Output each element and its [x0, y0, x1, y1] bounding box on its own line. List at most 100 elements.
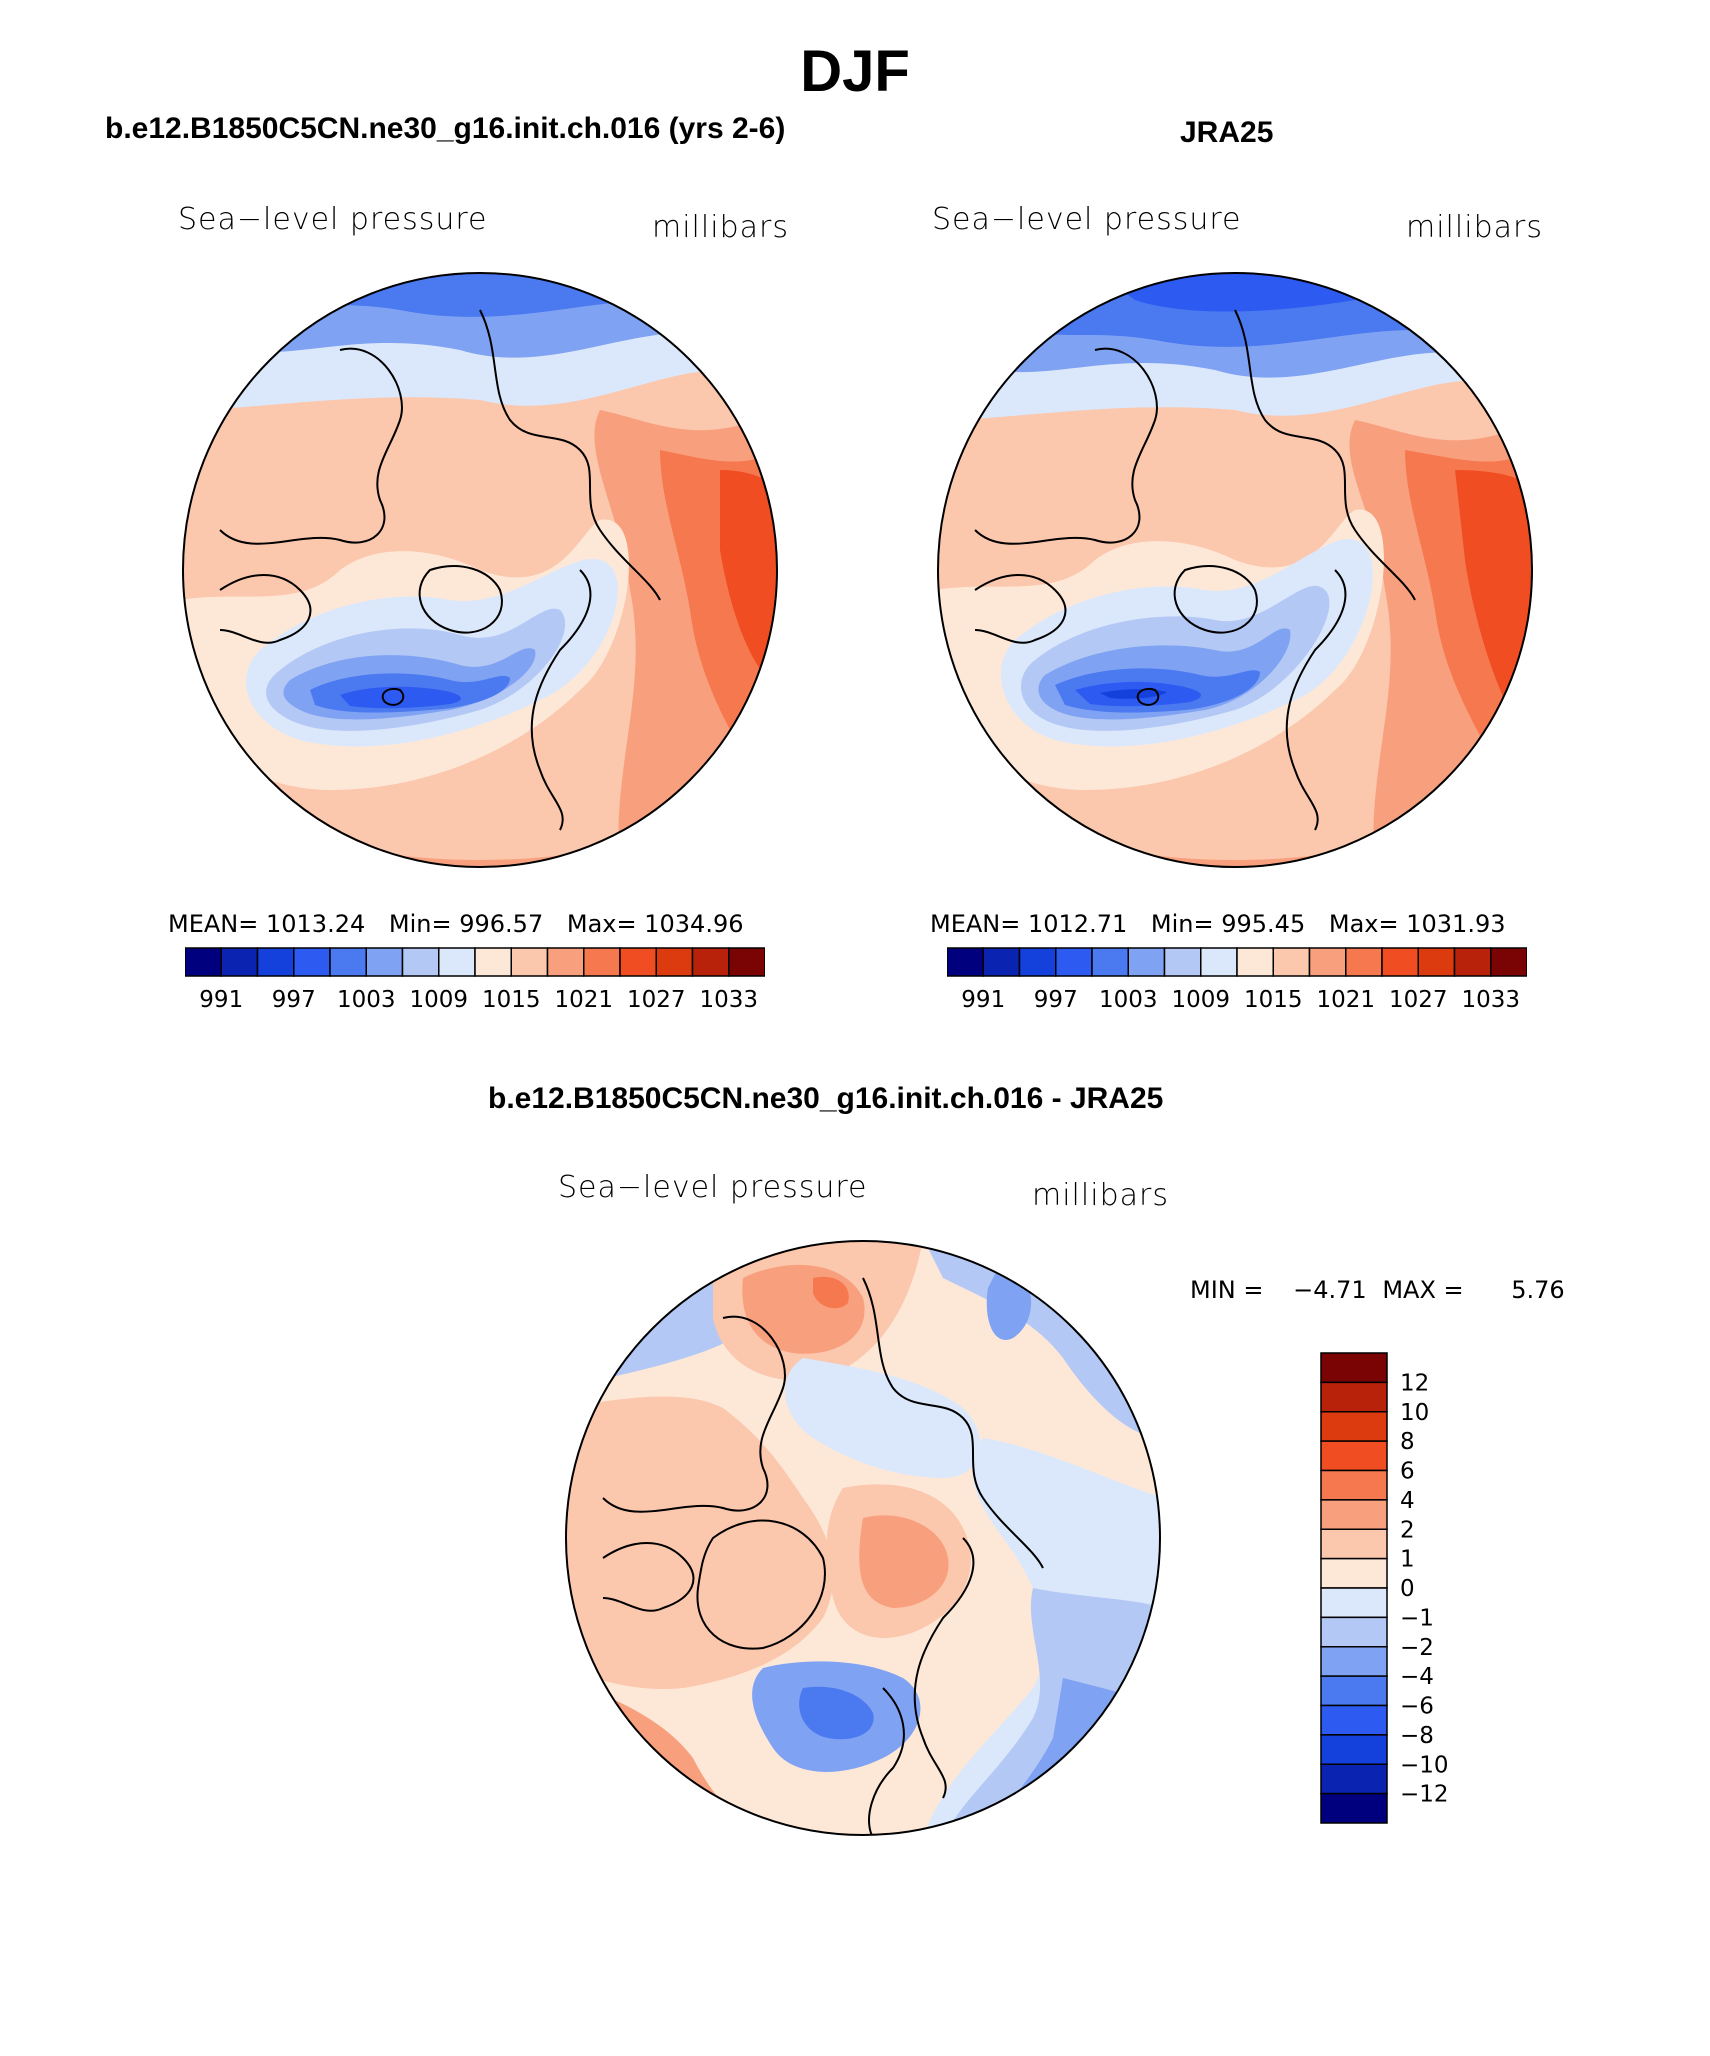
colorbar-tick-label: 1033 — [699, 987, 758, 1013]
panel1-title: b.e12.B1850C5CN.ne30_g16.init.ch.016 (yr… — [105, 112, 786, 145]
map3-eurasia-positive-core — [859, 1515, 949, 1608]
colorbar-box-4 — [1320, 1469, 1388, 1501]
colorbar-tick-label: 1009 — [1171, 987, 1230, 1013]
colorbar-tick-label: 6 — [1400, 1459, 1415, 1485]
map1-coastlines — [219, 309, 661, 831]
colorbar-tick-label: 1009 — [409, 987, 468, 1013]
colorbar-tick-label: 1015 — [482, 987, 541, 1013]
colorbar-box-1 — [220, 947, 259, 977]
difference-polar-map — [565, 1240, 1161, 1836]
map1-siberian-high-core — [720, 470, 777, 690]
colorbar-tick-label: 1033 — [1461, 987, 1520, 1013]
map3-greenland-positive — [566, 1396, 834, 1689]
map1-border-circle — [182, 272, 778, 868]
difference-title: b.e12.B1850C5CN.ne30_g16.init.ch.016 - J… — [488, 1082, 1164, 1115]
colorbar-box-10 — [1320, 1646, 1388, 1677]
colorbar-tick-label: 10 — [1400, 1400, 1429, 1426]
map2-icelandic-low-core — [1100, 689, 1167, 699]
colorbar-box-2 — [256, 947, 295, 977]
colorbar-box-14 — [1320, 1763, 1388, 1795]
colorbar-tick-label: 12 — [1400, 1370, 1429, 1396]
colorbar-box-3 — [1055, 947, 1093, 977]
colorbar-box-6 — [401, 947, 440, 977]
colorbar-box-10 — [546, 947, 585, 977]
colorbar-tick-label: 991 — [961, 987, 1005, 1013]
panel2-min-label: Min= — [1150, 910, 1214, 938]
colorbar-tick-label: 1021 — [554, 987, 613, 1013]
colorbar-box-14 — [691, 947, 730, 977]
colorbar-box-15 — [1490, 947, 1527, 977]
map2-border-circle — [937, 272, 1533, 868]
colorbar-box-11 — [1345, 947, 1383, 977]
map2-coastlines — [974, 309, 1416, 831]
difference-min-value: −4.71 — [1293, 1276, 1367, 1304]
colorbar-tick-label: −1 — [1400, 1605, 1434, 1631]
panel2-colorbar: 991 997 1003 1009 1015 1021 1027 1033 — [947, 947, 1527, 1013]
panel2-title: JRA25 — [1180, 116, 1274, 149]
colorbar-tick-label: 2 — [1400, 1517, 1415, 1543]
colorbar-box-1 — [982, 947, 1021, 977]
colorbar-tick-label: 1 — [1400, 1547, 1415, 1573]
colorbar-box-11 — [1320, 1675, 1388, 1707]
colorbar-box-4 — [329, 947, 367, 977]
colorbar-box-3 — [293, 947, 331, 977]
colorbar-box-12 — [1381, 947, 1419, 977]
colorbar-box-9 — [1272, 947, 1311, 977]
panel1-units-label: millibars — [652, 210, 789, 245]
colorbar-box-2 — [1018, 947, 1057, 977]
panel1-mean-value: 1013.24 — [266, 910, 366, 938]
colorbar-box-10 — [1308, 947, 1347, 977]
colorbar-box-5 — [1127, 947, 1166, 977]
panel2-min-value: 995.45 — [1221, 910, 1306, 938]
colorbar-tick-label: −2 — [1400, 1635, 1434, 1661]
colorbar-tick-label: 997 — [1034, 987, 1078, 1013]
colorbar-tick-label: 1021 — [1316, 987, 1375, 1013]
colorbar-tick-label: 1015 — [1244, 987, 1303, 1013]
colorbar-tick-label: 1003 — [337, 987, 396, 1013]
colorbar-box-0 — [185, 947, 222, 977]
panel2-mean-value: 1012.71 — [1028, 910, 1128, 938]
colorbar-tick-label: 997 — [272, 987, 316, 1013]
colorbar-tick-label: −10 — [1400, 1752, 1449, 1778]
difference-max-label: MAX = — [1382, 1276, 1464, 1304]
colorbar-box-7 — [1320, 1557, 1388, 1589]
colorbar-tick-label: −6 — [1400, 1694, 1434, 1720]
colorbar-tick-label: 4 — [1400, 1488, 1415, 1514]
colorbar-box-3 — [1320, 1440, 1388, 1472]
colorbar-box-4 — [1091, 947, 1129, 977]
colorbar-box-8 — [1320, 1587, 1388, 1619]
colorbar-box-6 — [1163, 947, 1202, 977]
panel1-variable-label: Sea−level pressure — [178, 202, 488, 237]
colorbar-box-0 — [1320, 1352, 1388, 1384]
difference-variable-label: Sea−level pressure — [558, 1170, 868, 1205]
colorbar-tick-label: 8 — [1400, 1429, 1415, 1455]
colorbar-box-7 — [438, 947, 476, 977]
colorbar-box-13 — [1320, 1734, 1388, 1765]
colorbar-box-9 — [510, 947, 549, 977]
colorbar-tick-label: 1027 — [627, 987, 686, 1013]
colorbar-tick-label: 1027 — [1389, 987, 1448, 1013]
panel2-max-value: 1031.93 — [1406, 910, 1506, 938]
colorbar-box-8 — [474, 947, 512, 977]
colorbar-box-8 — [1236, 947, 1274, 977]
colorbar-box-12 — [1320, 1704, 1388, 1736]
panel2-variable-label: Sea−level pressure — [932, 202, 1242, 237]
colorbar-box-9 — [1320, 1616, 1388, 1648]
colorbar-box-14 — [1453, 947, 1492, 977]
panel1-colorbar: 991 997 1003 1009 1015 1021 1027 1033 — [185, 947, 765, 1013]
colorbar-box-1 — [1320, 1381, 1388, 1413]
figure-title: DJF — [800, 39, 910, 104]
colorbar-box-5 — [1320, 1499, 1388, 1530]
map3-atlantic-negative-core — [799, 1686, 874, 1740]
colorbar-box-15 — [728, 947, 765, 977]
difference-min-label: MIN = — [1190, 1276, 1264, 1304]
map3-arctic-negative — [784, 1358, 981, 1478]
panel1-stats: MEAN= 1013.24 Min= 996.57 Max= 1034.96 — [168, 910, 743, 938]
colorbar-box-2 — [1320, 1411, 1388, 1442]
map1-icelandic-low-core — [340, 686, 461, 709]
panel1-max-label: Max= — [566, 910, 637, 938]
colorbar-tick-label: −8 — [1400, 1723, 1434, 1749]
panel1-mean-label: MEAN= — [168, 910, 259, 938]
panel1-min-value: 996.57 — [459, 910, 544, 938]
colorbar-tick-label: 1003 — [1099, 987, 1158, 1013]
